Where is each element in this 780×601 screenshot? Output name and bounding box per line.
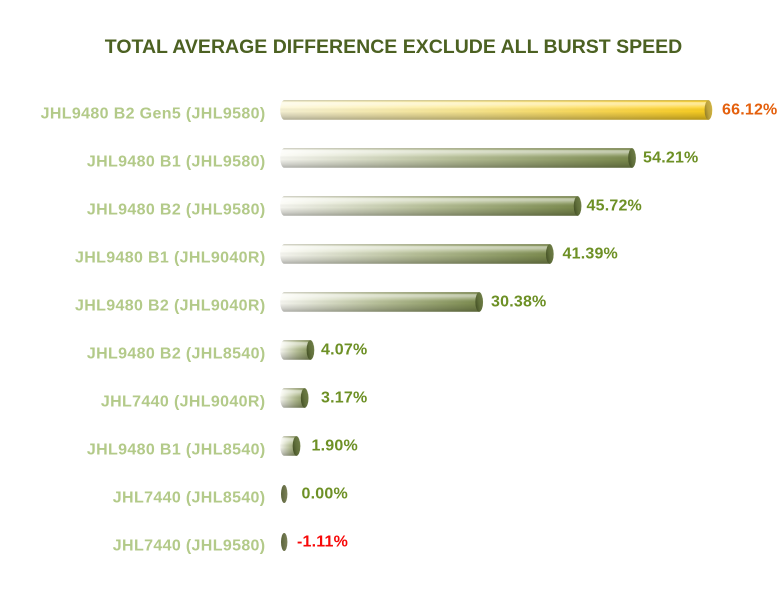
svg-text:JHL9480 B2 (JHL9580): JHL9480 B2 (JHL9580) (87, 202, 266, 219)
svg-text:JHL7440 (JHL8540): JHL7440 (JHL8540) (113, 490, 266, 507)
svg-text:JHL9480 B2 (JHL8540): JHL9480 B2 (JHL8540) (87, 346, 266, 363)
svg-text:30.38%: 30.38% (491, 294, 546, 311)
svg-text:JHL7440 (JHL9040R): JHL7440 (JHL9040R) (101, 394, 266, 411)
svg-text:JHL9480 B2 (JHL9040R): JHL9480 B2 (JHL9040R) (75, 298, 266, 315)
svg-text:41.39%: 41.39% (563, 246, 618, 263)
svg-text:JHL9480 B1 (JHL9580): JHL9480 B1 (JHL9580) (87, 154, 266, 171)
svg-text:JHL9480 B2 Gen5 (JHL9580): JHL9480 B2 Gen5 (JHL9580) (41, 106, 266, 123)
svg-text:JHL9480 B1 (JHL8540): JHL9480 B1 (JHL8540) (87, 442, 266, 459)
svg-text:45.72%: 45.72% (587, 198, 642, 215)
svg-text:JHL7440 (JHL9580): JHL7440 (JHL9580) (113, 538, 266, 555)
svg-text:3.17%: 3.17% (321, 390, 367, 407)
svg-text:TOTAL AVERAGE DIFFERENCE EXCLU: TOTAL AVERAGE DIFFERENCE EXCLUDE ALL BUR… (105, 36, 682, 58)
svg-text:54.21%: 54.21% (643, 150, 698, 167)
svg-text:66.12%: 66.12% (722, 102, 777, 119)
svg-text:JHL9480 B1 (JHL9040R): JHL9480 B1 (JHL9040R) (75, 250, 266, 267)
svg-text:-1.11%: -1.11% (297, 534, 348, 551)
svg-text:1.90%: 1.90% (312, 438, 358, 455)
svg-text:0.00%: 0.00% (302, 486, 348, 503)
svg-text:4.07%: 4.07% (321, 342, 367, 359)
